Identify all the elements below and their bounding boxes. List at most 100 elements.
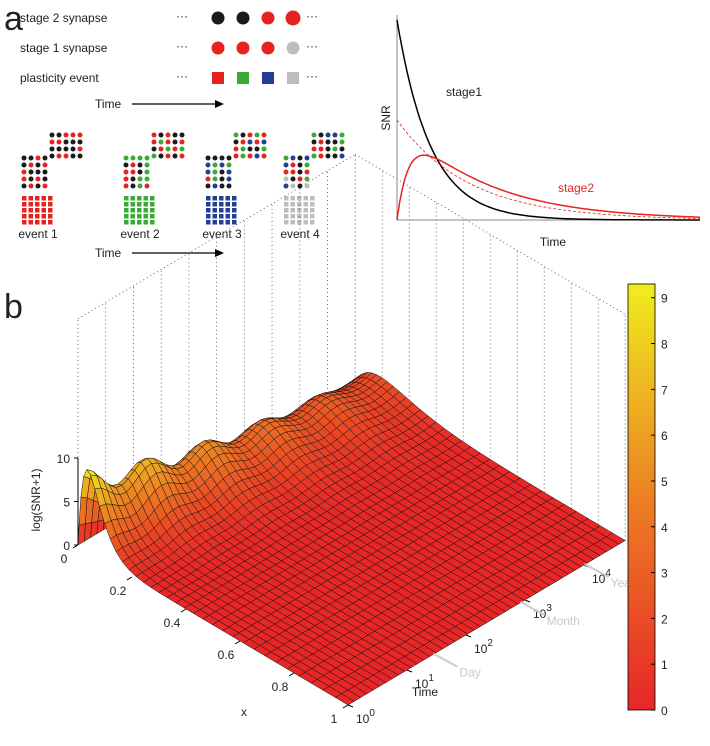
synapse-dot [325, 146, 331, 152]
event-cell [150, 214, 155, 219]
event-cell [303, 220, 308, 225]
synapse-dot [123, 155, 129, 161]
event-cell [225, 202, 230, 207]
synapse-dot [311, 146, 317, 152]
event-cell [225, 208, 230, 213]
synapse-dot [42, 169, 48, 175]
synapse-dot [158, 153, 164, 159]
event-label: event 2 [120, 227, 160, 241]
synapse-dot [290, 183, 296, 189]
arrowhead [215, 100, 224, 108]
event-cell [225, 214, 230, 219]
synapse-dot [332, 139, 338, 145]
synapse-dot [165, 132, 171, 138]
synapse-dot [158, 132, 164, 138]
synapse-dot [233, 139, 239, 145]
z-tick-label: 10 [57, 452, 71, 466]
synapse-dot [297, 162, 303, 168]
event-cell [310, 208, 315, 213]
time-axis-label: Time [412, 685, 439, 699]
event-cell [28, 208, 33, 213]
event-cell [28, 220, 33, 225]
y-axis-label: SNR [379, 105, 393, 131]
synapse-dot [21, 176, 27, 182]
ellipsis: ··· [176, 69, 188, 83]
event-cell [130, 196, 135, 201]
synapse-dot [219, 155, 225, 161]
synapse-dot [219, 162, 225, 168]
synapse-dot [205, 169, 211, 175]
synapse-dot [144, 155, 150, 161]
synapse-dot [318, 153, 324, 159]
synapse-dot [77, 132, 83, 138]
colorbar-tick-label: 2 [661, 612, 668, 626]
synapse-dot [261, 153, 267, 159]
synapse-dot [226, 162, 232, 168]
surface-patch [77, 523, 86, 546]
event-square [237, 72, 249, 84]
time-marker [520, 601, 546, 616]
x-tick [342, 704, 349, 709]
row-label: stage 1 synapse [20, 41, 108, 55]
synapse-dot [304, 155, 310, 161]
surface-patch [334, 693, 355, 706]
synapse-dot [212, 169, 218, 175]
event-cell [143, 208, 148, 213]
synapse-dot [247, 139, 253, 145]
synapse-dot [49, 153, 55, 159]
synapse-dot [339, 139, 345, 145]
synapse-dot [283, 183, 289, 189]
event-cell [303, 214, 308, 219]
synapse-dot [318, 139, 324, 145]
event-cell [22, 214, 27, 219]
tick-base: 10 [356, 712, 370, 726]
event-cell [297, 220, 302, 225]
time-tick-label: 102 [474, 638, 493, 656]
event-cell [35, 208, 40, 213]
event-cell [297, 196, 302, 201]
event-cell [150, 202, 155, 207]
synapse-dot [219, 176, 225, 182]
event-cell [232, 220, 237, 225]
synapse-dot [56, 146, 62, 152]
ellipsis: ··· [176, 9, 188, 23]
synapse-dot [332, 153, 338, 159]
arrowhead [215, 249, 224, 257]
synapse-dot [151, 153, 157, 159]
synapse-dot [205, 183, 211, 189]
event-cell [212, 208, 217, 213]
synapse [236, 41, 250, 55]
event-cell [232, 208, 237, 213]
event-square [212, 72, 224, 84]
z-axis-label: log(SNR+1) [29, 468, 43, 531]
synapse-dot [283, 169, 289, 175]
synapse-dot [151, 146, 157, 152]
event-cell [150, 208, 155, 213]
synapse-dot [339, 146, 345, 152]
synapse-dot [304, 176, 310, 182]
synapse-dot [165, 139, 171, 145]
time-tick [347, 704, 354, 708]
event-cell [41, 214, 46, 219]
synapse [286, 41, 300, 55]
event-cell [297, 208, 302, 213]
synapse-dot [179, 132, 185, 138]
synapse-dot [247, 146, 253, 152]
synapse-dot [63, 146, 69, 152]
x-tick-label: 0.2 [110, 584, 127, 598]
synapse-dot [172, 139, 178, 145]
synapse [261, 11, 275, 25]
synapse-dot [130, 162, 136, 168]
event-cell [206, 214, 211, 219]
event-cell [303, 208, 308, 213]
synapse-dot [254, 139, 260, 145]
synapse-dot [226, 155, 232, 161]
synapse-dot [247, 153, 253, 159]
event-cell [48, 214, 53, 219]
synapse-dot [165, 153, 171, 159]
event-cell [41, 208, 46, 213]
synapse-dot [35, 183, 41, 189]
tick-base: 10 [415, 677, 429, 691]
event-cell [22, 208, 27, 213]
ellipsis: ··· [306, 9, 318, 23]
